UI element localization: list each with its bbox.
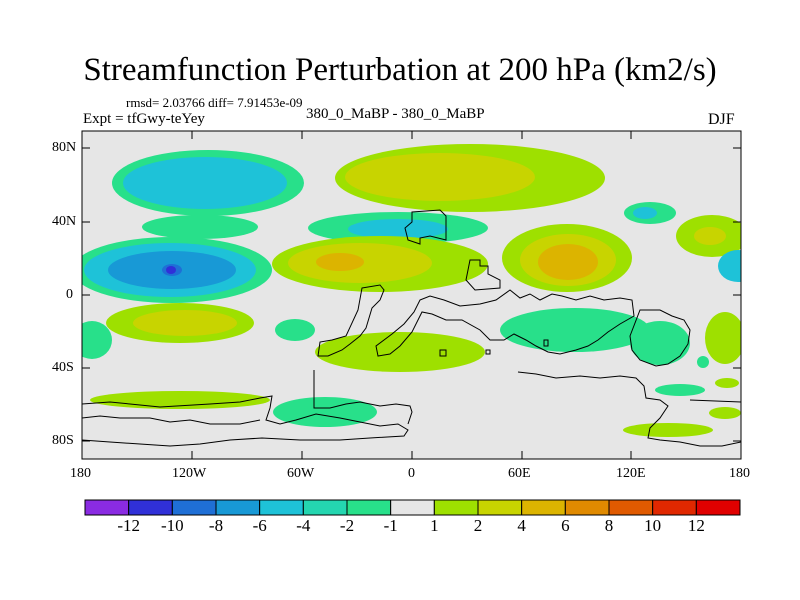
coastline-antarctic-peninsula (313, 370, 413, 425)
coastline-europe-africa (465, 259, 501, 291)
contour-aus-pos (705, 312, 741, 364)
lat-label-80s: 80S (52, 433, 74, 448)
colorbar-boxes (84, 499, 741, 516)
lon-label-120w: 120W (172, 466, 207, 481)
lon-label-180e: 180 (729, 466, 750, 481)
map-title: Streamfunction Perturbation at 200 hPa (… (83, 52, 717, 88)
colorbar-box-0 (84, 499, 130, 516)
x-major-ticks (81, 131, 742, 459)
coastline-asia (629, 309, 691, 367)
lat-label-eq: 0 (66, 287, 73, 302)
colorbar-box-10 (521, 499, 566, 516)
colorbar-label-9: 4 (517, 516, 526, 535)
contour-so-ind-pos (623, 423, 713, 437)
contour-ind-neg1 (500, 308, 650, 352)
lon-label-60e: 60E (508, 466, 531, 481)
contour-fill-layer (82, 144, 741, 437)
colorbar-box-6 (346, 499, 392, 516)
colorbar-box-9 (477, 499, 523, 516)
lat-label-40n: 40N (52, 214, 77, 229)
contour-npac-neg2 (123, 157, 287, 209)
contour-so-ind-pos2 (709, 407, 741, 419)
colorbar-label-3: -6 (252, 516, 267, 535)
colorbar (84, 499, 741, 516)
colorbar-label-1: -10 (160, 516, 184, 535)
stats-line: rmsd= 2.03766 diff= 7.91453e-09 (126, 95, 303, 110)
colorbar-label-4: -4 (296, 516, 311, 535)
contour-satl-pos1 (315, 332, 485, 372)
y-major-ticks (82, 147, 741, 442)
colorbar-label-11: 8 (604, 516, 614, 535)
contour-tpac-neg5 (166, 266, 176, 274)
contour-sio-pos (715, 378, 739, 388)
lat-label-80n: 80N (52, 140, 77, 155)
contour-npac-north (142, 215, 258, 239)
colorbar-box-2 (171, 499, 217, 516)
coastline-islands (439, 339, 549, 357)
coastline-ice-shelf (82, 415, 261, 425)
colorbar-label-12: 10 (644, 516, 662, 535)
contour-asia-north-core (633, 207, 657, 219)
coastline-africa (375, 289, 635, 357)
coastline-antarctic-east (517, 371, 741, 447)
colorbar-label-6: -1 (383, 516, 398, 535)
colorbar-box-5 (302, 499, 348, 516)
experiment-label: Expt = tfGwy-teYey (83, 111, 205, 127)
coastline-americas (404, 209, 447, 245)
contour-aus-south (697, 356, 709, 368)
contour-spac-pos2 (133, 310, 237, 336)
colorbar-label-0: -12 (117, 516, 140, 535)
contour-spac-west (82, 321, 112, 359)
case-difference-label: 380_0_MaBP - 380_0_MaBP (306, 106, 485, 122)
contour-atl-neg2 (348, 219, 448, 239)
colorbar-box-11 (564, 499, 610, 516)
colorbar-box-3 (215, 499, 261, 516)
colorbar-label-13: 12 (687, 516, 705, 535)
contour-spac-east (275, 319, 315, 341)
colorbar-box-14 (695, 499, 741, 516)
colorbar-label-7: 1 (430, 516, 439, 535)
contour-natl-pos2 (345, 153, 535, 201)
colorbar-label-5: -2 (339, 516, 355, 535)
colorbar-box-8 (433, 499, 479, 516)
colorbar-box-4 (259, 499, 304, 516)
contour-sio-neg (655, 384, 705, 396)
lon-label-180w: 180 (70, 466, 91, 481)
axis-ticks (81, 131, 742, 459)
colorbar-label-8: 2 (473, 516, 483, 535)
lon-label-120e: 120E (616, 466, 646, 481)
contour-sasia-pos3 (538, 244, 598, 280)
season-label: DJF (708, 111, 735, 128)
plot-area (81, 130, 742, 460)
colorbar-label-10: 6 (561, 516, 570, 535)
lon-label-0: 0 (408, 466, 415, 481)
colorbar-box-12 (608, 499, 654, 516)
colorbar-box-7 (390, 499, 435, 516)
coastline-layer (82, 209, 741, 447)
contour-dateline-neg (718, 250, 741, 282)
contour-ind-neg2 (630, 321, 690, 365)
contour-nwpac-pos2 (694, 227, 726, 245)
lat-label-40s: 40S (52, 360, 74, 375)
colorbar-box-13 (652, 499, 697, 516)
coastline-arctic (689, 399, 741, 403)
colorbar-box-1 (128, 499, 173, 516)
contour-trop-atl-pos3 (316, 253, 364, 271)
coastline-antarctic-west (82, 395, 409, 447)
colorbar-label-2: -8 (208, 516, 224, 535)
lon-label-60w: 60W (287, 466, 315, 481)
coastline-south-america (317, 284, 385, 357)
